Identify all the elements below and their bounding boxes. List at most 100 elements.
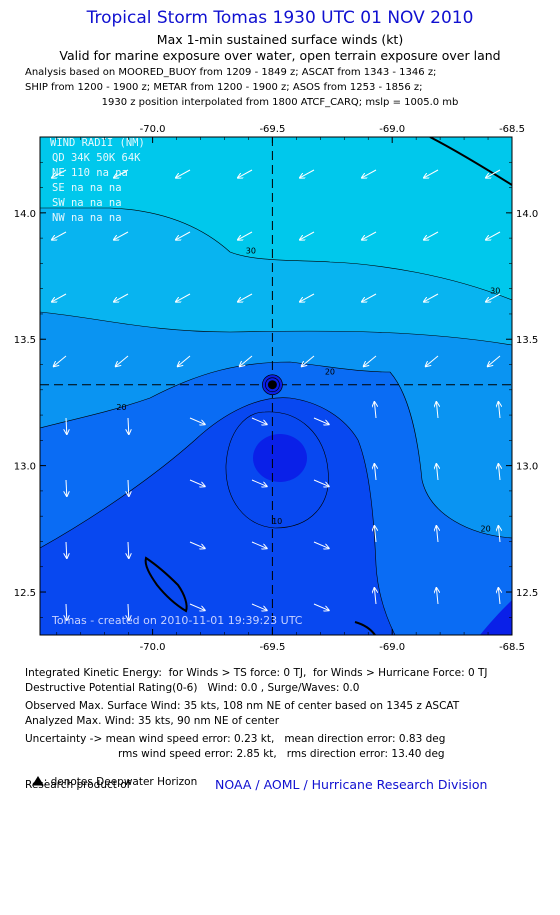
analysis-sources-1: Analysis based on MOORED_BUOY from 1209 … bbox=[25, 67, 437, 78]
y-tick-label-right: 13.0 bbox=[516, 462, 538, 473]
wind-arrow bbox=[251, 479, 267, 486]
dpr-line: Destructive Potential Rating(0-6) Wind: … bbox=[25, 682, 360, 694]
y-tick-label-left: 13.5 bbox=[14, 335, 36, 346]
wind-arrow bbox=[374, 588, 376, 605]
wind-arrow bbox=[300, 169, 315, 178]
contour-fill-layer: 30 30 20 20 20 10 WIND RADII (NM) QD 34K 50K … bbox=[40, 137, 512, 635]
uncertainty-line-1: Uncertainty -> mean wind speed error: 0.… bbox=[25, 733, 446, 745]
wind-arrow bbox=[114, 169, 129, 178]
x-tick-label-top: -68.5 bbox=[499, 124, 525, 135]
wind-arrow bbox=[238, 169, 253, 178]
island-outline bbox=[144, 556, 188, 613]
exposure-note: Valid for marine exposure over water, op… bbox=[59, 48, 501, 63]
y-tick-label-left: 14.0 bbox=[14, 209, 36, 220]
wind-arrow bbox=[498, 588, 500, 605]
creation-credit: Tomas - created on 2010-11-01 19:39:23 U… bbox=[51, 614, 303, 627]
contour-label: 20 bbox=[116, 403, 126, 412]
wind-arrow bbox=[189, 603, 205, 610]
noaa-aoml-hrd-link[interactable]: NOAA / AOML / Hurricane Research Divisio… bbox=[215, 777, 488, 792]
wind-arrow bbox=[424, 293, 439, 302]
wind-arrow bbox=[189, 541, 205, 548]
wind-arrow bbox=[436, 464, 438, 481]
wind-arrow bbox=[424, 169, 439, 178]
analysis-position-note: 1930 z position interpolated from 1800 A… bbox=[101, 97, 459, 108]
wind-arrow bbox=[238, 293, 253, 302]
wind-arrow bbox=[300, 293, 315, 302]
wind-arrow bbox=[251, 603, 267, 610]
wind-arrow bbox=[488, 355, 501, 366]
x-tick-label-bottom: -68.5 bbox=[499, 642, 525, 653]
wind-arrow bbox=[128, 603, 129, 620]
x-tick-label-bottom: -69.0 bbox=[379, 642, 405, 653]
x-tick-label-top: -69.0 bbox=[379, 124, 405, 135]
wind-arrow bbox=[52, 231, 67, 240]
analysis-sources-2: SHIP from 1200 - 1900 z; METAR from 1200… bbox=[25, 82, 423, 93]
wind-arrow bbox=[128, 417, 129, 434]
wind-arrow bbox=[238, 231, 253, 240]
y-tick-label-left: 12.5 bbox=[14, 588, 36, 599]
wind-arrow bbox=[300, 231, 315, 240]
wind-arrow bbox=[436, 526, 438, 543]
wind-radii-row: NW na na na bbox=[52, 212, 122, 224]
wind-arrow bbox=[313, 541, 329, 548]
wind-arrow bbox=[66, 417, 67, 434]
wind-minimum-core bbox=[253, 434, 307, 482]
x-tick-label-top: -69.5 bbox=[259, 124, 285, 135]
wind-arrow bbox=[362, 231, 377, 240]
uncertainty-line-2: rms wind speed error: 2.85 kt, rms direc… bbox=[118, 748, 445, 760]
y-tick-label-right: 12.5 bbox=[516, 588, 538, 599]
observed-max-line: Observed Max. Surface Wind: 35 kts, 108 … bbox=[25, 700, 460, 712]
wind-arrow bbox=[498, 526, 500, 543]
wind-arrow bbox=[486, 293, 501, 302]
wind-arrow bbox=[66, 479, 67, 496]
wind-arrow bbox=[176, 231, 191, 240]
wind-arrow bbox=[66, 603, 67, 620]
coastline-ne bbox=[429, 137, 512, 186]
wind-radii-table: WIND RADII (NM) QD 34K 50K 64K NE 110 na… bbox=[50, 137, 145, 224]
contour-label: 30 bbox=[490, 287, 500, 296]
y-tick-label-right: 13.5 bbox=[516, 335, 538, 346]
wind-arrow bbox=[426, 355, 439, 366]
wind-radii-title: WIND RADII (NM) bbox=[50, 137, 145, 149]
wind-radii-header: QD 34K 50K 64K bbox=[52, 152, 141, 164]
wind-arrow bbox=[374, 526, 376, 543]
wind-arrow bbox=[176, 169, 191, 178]
y-tick-label-left: 13.0 bbox=[14, 462, 36, 473]
wind-radii-row: SW na na na bbox=[52, 197, 122, 209]
wind-arrow bbox=[302, 355, 315, 366]
wind-arrow bbox=[251, 541, 267, 548]
wind-arrow bbox=[176, 293, 191, 302]
wind-radii-row: NE 110 na na bbox=[52, 167, 128, 179]
wind-arrow bbox=[424, 231, 439, 240]
contour-label: 20 bbox=[325, 368, 335, 377]
contour-label: 20 bbox=[481, 524, 491, 533]
wind-arrow bbox=[486, 231, 501, 240]
x-tick-label-bottom: -70.0 bbox=[140, 642, 166, 653]
contour-labels: 30 30 20 20 20 10 bbox=[116, 246, 500, 533]
wind-arrow bbox=[128, 479, 129, 496]
wind-arrow bbox=[313, 603, 329, 610]
plot-frame bbox=[39, 136, 513, 636]
wind-arrow bbox=[436, 588, 438, 605]
wind-arrow bbox=[52, 169, 67, 178]
x-tick-label-top: -70.0 bbox=[140, 124, 166, 135]
wind-arrow bbox=[66, 541, 67, 558]
wind-arrow bbox=[313, 479, 329, 486]
oil-rig-icon bbox=[31, 776, 44, 786]
wind-arrow bbox=[313, 417, 329, 424]
deepwater-legend-text: : denotes Deepwater Horizon bbox=[43, 776, 198, 788]
wind-arrow bbox=[52, 293, 67, 302]
wind-arrow bbox=[114, 231, 129, 240]
wind-radii-row: SE na na na bbox=[52, 182, 122, 194]
wind-arrow bbox=[374, 402, 376, 419]
storm-center-marker bbox=[262, 374, 283, 396]
wind-arrow bbox=[178, 355, 191, 366]
contour-label: 30 bbox=[246, 246, 256, 255]
wind-arrow bbox=[486, 169, 501, 178]
ike-line: Integrated Kinetic Energy: for Winds > T… bbox=[25, 667, 488, 679]
contour-label: 10 bbox=[272, 517, 282, 526]
wind-analysis-plot: 30 30 20 20 20 10 WIND RADII (NM) QD 34K 50K … bbox=[14, 124, 539, 653]
y-tick-label-right: 14.0 bbox=[516, 209, 538, 220]
wind-arrow bbox=[436, 402, 438, 419]
wind-arrow bbox=[54, 355, 67, 366]
